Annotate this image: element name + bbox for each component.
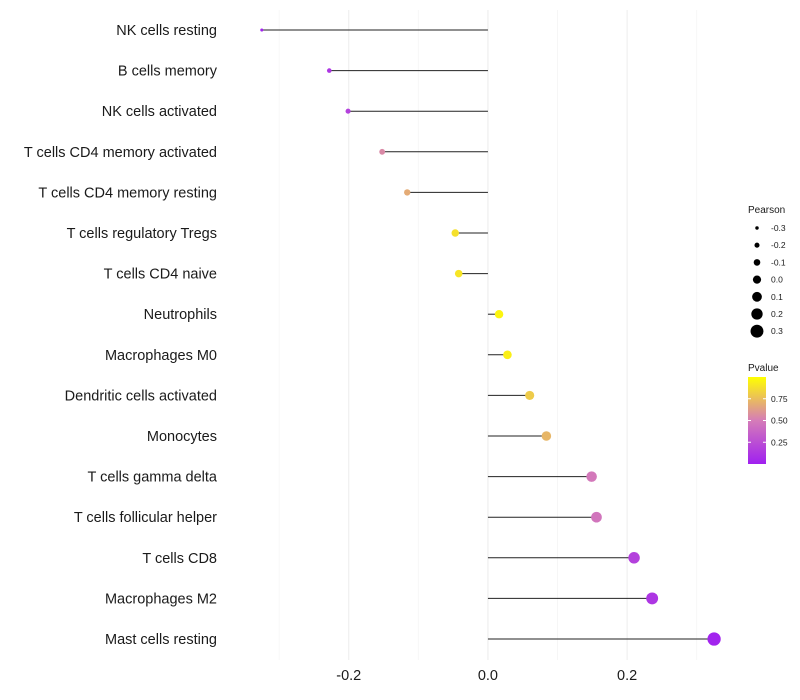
color-legend-title: Pvalue (748, 363, 779, 374)
color-legend-label: 0.50 (771, 416, 788, 426)
category-label: Macrophages M0 (105, 348, 217, 364)
category-label: T cells regulatory Tregs (67, 226, 217, 242)
size-legend-label: 0.1 (771, 292, 783, 302)
size-legend-title: Pearson (748, 205, 785, 216)
category-label: Dendritic cells activated (65, 388, 217, 404)
color-legend-label: 0.75 (771, 394, 788, 404)
data-point (345, 108, 351, 114)
pvalue-color-legend: Pvalue 0.75 0.50 0.25 (748, 363, 788, 464)
category-label: T cells CD8 (142, 551, 217, 567)
category-label: T cells CD4 naive (104, 267, 217, 283)
size-legend-key (754, 242, 760, 248)
category-label: NK cells resting (116, 23, 217, 39)
data-point (586, 471, 597, 482)
x-tick-label: -0.2 (336, 668, 361, 684)
category-label: Mast cells resting (105, 632, 217, 648)
data-point (379, 148, 386, 155)
data-point (454, 269, 463, 278)
category-label: T cells CD4 memory activated (24, 145, 217, 161)
size-legend-label: 0.3 (771, 326, 783, 336)
grid (278, 10, 698, 660)
color-legend-label: 0.25 (771, 437, 788, 447)
category-label: B cells memory (118, 64, 218, 80)
size-legend-label: -0.3 (771, 223, 786, 233)
data-point (494, 309, 504, 319)
size-legend-key (752, 275, 762, 284)
category-label: T cells gamma delta (88, 470, 218, 486)
size-legend-key (751, 308, 763, 320)
size-legend-label: 0.0 (771, 275, 783, 285)
size-legend-label: -0.1 (771, 257, 786, 267)
category-labels: NK cells resting B cells memory NK cells a… (24, 23, 218, 648)
category-label: Neutrophils (144, 307, 217, 323)
category-label: Monocytes (147, 429, 217, 445)
data-point (707, 632, 721, 646)
size-legend-label: 0.2 (771, 309, 783, 319)
data-point (326, 68, 332, 73)
size-legend-key (752, 291, 762, 302)
data-point (646, 592, 659, 605)
size-legend-key (750, 324, 764, 338)
lollipop-points (260, 28, 721, 646)
data-point (628, 552, 640, 564)
pearson-size-legend: Pearson -0.3 -0.2 -0.1 0.0 0.1 0.2 0.3 (748, 205, 786, 338)
color-legend-bar (748, 377, 766, 464)
data-point (503, 350, 512, 360)
data-point (260, 28, 264, 32)
category-label: Macrophages M2 (105, 591, 217, 607)
x-tick-label: 0.0 (478, 668, 498, 684)
category-label: T cells follicular helper (74, 510, 217, 526)
data-point (404, 189, 411, 196)
size-legend-label: -0.2 (771, 240, 786, 250)
data-point (541, 431, 552, 441)
size-legend-key (753, 259, 761, 266)
data-point (591, 511, 602, 523)
x-tick-label: 0.2 (617, 668, 637, 684)
category-label: T cells CD4 memory resting (38, 185, 217, 201)
x-axis-tick-labels: -0.2 0.0 0.2 (336, 668, 637, 684)
category-label: NK cells activated (102, 104, 217, 120)
size-legend-key (755, 226, 759, 230)
data-point (525, 390, 535, 400)
data-point (451, 229, 459, 237)
lollipop-stems (261, 29, 715, 640)
